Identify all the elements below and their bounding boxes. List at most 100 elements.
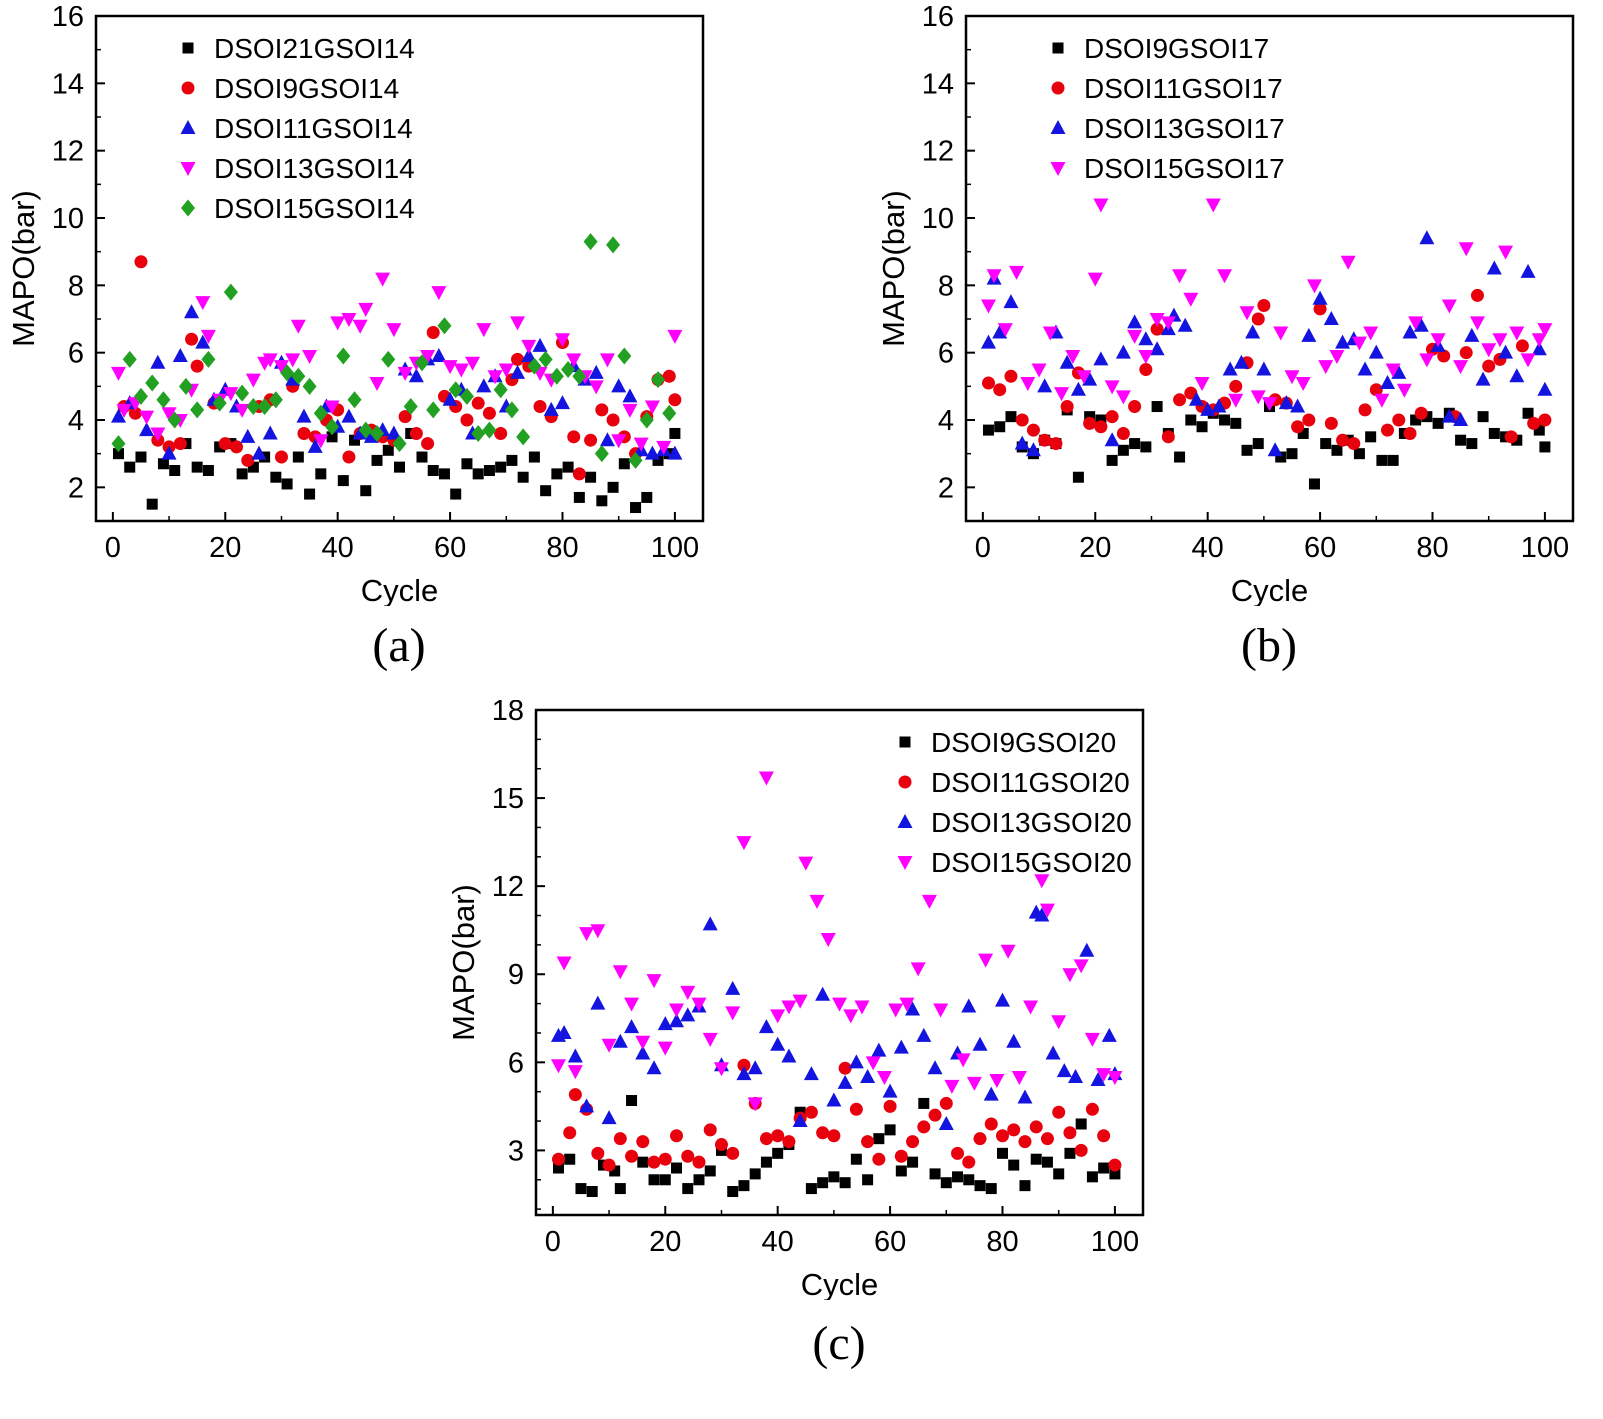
scatter-point xyxy=(1076,370,1092,385)
scatter-point xyxy=(749,1168,761,1180)
scatter-point xyxy=(704,1165,716,1177)
scatter-point xyxy=(1026,423,1040,437)
scatter-point xyxy=(1005,411,1017,423)
scatter-point xyxy=(551,468,563,480)
scatter-point xyxy=(421,437,435,451)
scatter-point xyxy=(736,836,752,851)
y-tick-label: 8 xyxy=(68,270,84,302)
scatter-point xyxy=(352,319,368,334)
scatter-point xyxy=(1533,424,1545,436)
scatter-point xyxy=(573,491,585,503)
scatter-point xyxy=(122,350,137,368)
y-tick-label: 6 xyxy=(508,1047,524,1079)
scatter-point xyxy=(285,353,301,368)
scatter-point xyxy=(1062,968,1078,983)
scatter-point xyxy=(347,391,362,409)
scatter-point xyxy=(1108,1158,1122,1172)
scatter-point xyxy=(1052,1105,1066,1119)
plot-c: 0 20 40 60 80 100 3 6 9 12 15 18 Cycle MAPO(bar) DSOI9… xyxy=(448,700,1145,1300)
scatter-point xyxy=(1241,444,1253,456)
scatter-point xyxy=(1031,363,1047,378)
scatter-point xyxy=(532,337,548,352)
scatter-point xyxy=(882,1083,898,1098)
scatter-point xyxy=(680,985,696,1000)
scatter-point xyxy=(157,458,169,470)
scatter-point xyxy=(625,1149,639,1163)
scatter-point xyxy=(1492,333,1508,348)
scatter-point xyxy=(124,461,136,473)
scatter-point xyxy=(257,398,272,416)
scatter-point xyxy=(1053,1168,1065,1180)
scatter-point xyxy=(760,1156,772,1168)
scatter-point xyxy=(630,502,642,514)
scatter-point xyxy=(397,366,413,381)
scatter-point xyxy=(994,992,1010,1007)
scatter-point xyxy=(398,410,412,424)
scatter-point xyxy=(884,1124,896,1136)
scatter-point xyxy=(994,421,1006,433)
scatter-point xyxy=(1251,312,1265,326)
scatter-point xyxy=(805,1183,817,1195)
scatter-point xyxy=(1267,442,1283,457)
scatter-point xyxy=(938,1115,954,1130)
scatter-point xyxy=(1498,344,1514,359)
scatter-point xyxy=(330,316,346,331)
scatter-point xyxy=(599,432,615,447)
scatter-point xyxy=(816,1126,830,1140)
scatter-point xyxy=(112,448,124,460)
scatter-point xyxy=(1065,350,1081,365)
scatter-point xyxy=(667,329,683,344)
x-tick-label: 60 xyxy=(1304,532,1336,564)
legend-item: DSOI11GSOI20 xyxy=(898,767,1130,798)
scatter-point xyxy=(561,361,576,378)
scatter-point xyxy=(251,445,267,460)
scatter-point xyxy=(1200,401,1216,416)
scatter-point xyxy=(1441,299,1457,314)
scatter-point xyxy=(190,401,205,419)
scatter-point xyxy=(315,468,327,480)
scatter-point xyxy=(918,1097,930,1109)
scatter-point xyxy=(1250,390,1266,405)
scatter-point xyxy=(1385,363,1401,378)
scatter-point xyxy=(628,451,643,469)
scatter-point xyxy=(1531,333,1547,348)
scatter-point xyxy=(1095,414,1107,426)
scatter-point xyxy=(820,933,836,948)
legend-item: DSOI13GSOI17 xyxy=(1050,113,1285,144)
y-tick-label: 3 xyxy=(508,1135,524,1167)
scatter-point xyxy=(461,458,473,470)
plot-frame xyxy=(94,14,705,523)
scatter-point xyxy=(420,350,436,365)
scatter-point xyxy=(471,396,485,410)
scatter-point xyxy=(917,1120,931,1134)
scatter-point xyxy=(190,359,204,373)
scatter-point xyxy=(302,377,317,395)
scatter-point xyxy=(588,380,604,395)
scatter-point xyxy=(1127,329,1143,344)
scatter-point xyxy=(759,1132,773,1146)
scatter-point xyxy=(506,454,518,466)
scatter-point xyxy=(1150,322,1164,336)
legend-item: DSOI11GSOI17 xyxy=(1051,73,1283,104)
scatter-point xyxy=(1509,326,1525,341)
scatter-point xyxy=(1290,398,1306,413)
scatter-point xyxy=(1509,368,1525,383)
scatter-point xyxy=(1336,433,1350,447)
scatter-point xyxy=(1538,413,1552,427)
scatter-point xyxy=(888,1003,904,1018)
scatter-point xyxy=(691,997,707,1012)
scatter-point xyxy=(556,956,572,971)
scatter-point xyxy=(1115,344,1131,359)
x-tick-label: 80 xyxy=(546,532,578,564)
scatter-point xyxy=(1302,413,1316,427)
scatter-point xyxy=(516,428,531,446)
plot-frame xyxy=(964,14,1575,523)
series-DSOI15GSOI14 xyxy=(111,233,677,469)
scatter-point xyxy=(1396,383,1412,398)
scatter-point xyxy=(1041,1156,1053,1168)
scatter-point xyxy=(307,438,323,453)
scatter-point xyxy=(1537,323,1553,338)
triangle-down-legend-marker-icon xyxy=(1050,162,1066,176)
scatter-point xyxy=(403,398,418,416)
scatter-point xyxy=(313,404,328,422)
